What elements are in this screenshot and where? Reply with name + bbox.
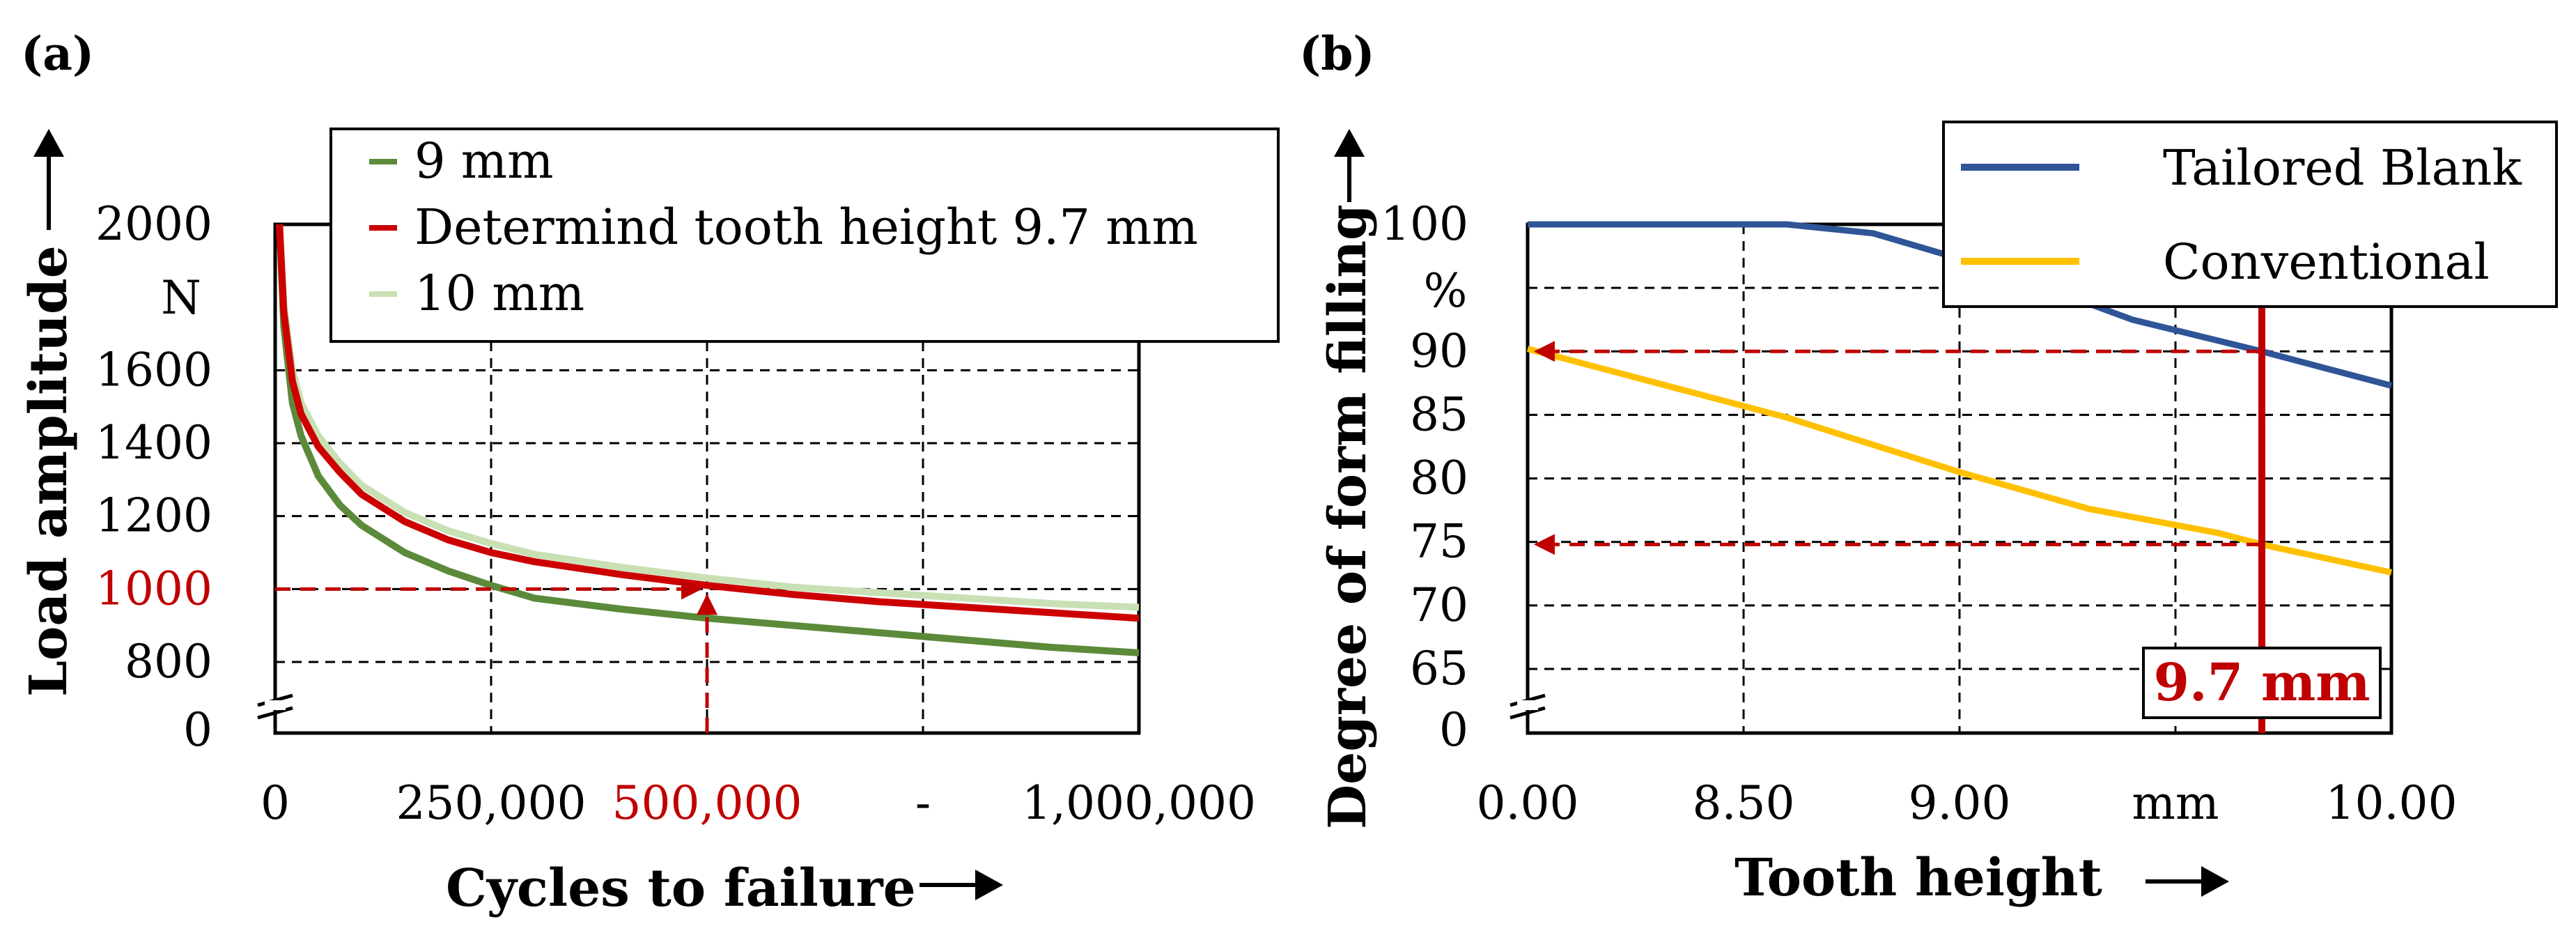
panel-a-ytick-label: 1200 — [95, 489, 212, 543]
panel-a: (a) Load amplitude N 0 800 1000 1200 1400 160… — [19, 26, 1280, 918]
panel-a-xlabel: Cycles to failure — [446, 858, 916, 918]
panel-a-xtick-label: 1,000,000 — [1022, 776, 1256, 830]
panel-a-legend: 9 mm Determind tooth height 9.7 mm 10 mm — [329, 128, 1280, 343]
panel-b-legend-label: Tailored Blank — [2163, 139, 2522, 197]
panel-a-yunit: N — [161, 271, 201, 325]
panel-a-xtick-labels: 0 250,000 500,000 - 1,000,000 — [261, 776, 1256, 830]
panel-a-series — [276, 224, 1140, 656]
panel-a-xtick-label: - — [915, 776, 931, 830]
panel-b-ytick-label: 65 — [1410, 642, 1468, 695]
panel-a-xlabel-arrow — [920, 870, 1003, 900]
panel-b-ylabel: Degree of form filling — [1318, 204, 1378, 829]
panel-a-series-line — [276, 224, 1140, 656]
panel-a-legend-label: Determind tooth height 9.7 mm — [414, 199, 1198, 256]
panel-b-xtick-label: 0.00 — [1477, 776, 1579, 830]
panel-a-ytick-label: 0 — [183, 703, 212, 757]
panel-a-annotations — [275, 578, 717, 733]
panel-a-legend-label: 10 mm — [414, 265, 584, 322]
panel-b-ytick-label: 70 — [1410, 578, 1468, 632]
panel-b-label: (b) — [1299, 26, 1375, 81]
panel-b-series-line — [1526, 346, 2392, 576]
panel-b-xtick-labels: 0.00 8.50 9.00 mm 10.00 — [1477, 776, 2458, 830]
panel-b-vline-label-box — [2142, 647, 2382, 719]
panel-a-ytick-label: 1600 — [95, 343, 212, 396]
panel-a-series-line — [276, 224, 1140, 622]
panel-b-annotations: 9.7 mm — [1534, 300, 2382, 733]
panel-b-legend: Tailored Blank Conventional — [1942, 121, 2558, 308]
panel-a-xtick-label: 0 — [261, 776, 290, 830]
panel-a-ytick-label: 1000 — [95, 562, 212, 615]
panel-b-ytick-label: 85 — [1410, 387, 1468, 441]
panel-b-xlabel: Tooth height — [1735, 848, 2102, 908]
panel-b-xtick-label: 9.00 — [1909, 776, 2011, 830]
panel-b-legend-label: Conventional — [2163, 233, 2490, 291]
panel-b-ytick-labels: 0 65 70 75 80 85 90 100 — [1381, 197, 1468, 757]
panel-b-xlabel-arrow — [2146, 866, 2229, 897]
panel-b-ytick-label: 75 — [1410, 515, 1468, 569]
panel-b-yunit: % — [1424, 264, 1468, 318]
panel-b-ytick-label: 0 — [1439, 703, 1468, 757]
panel-b-ytick-label: 100 — [1381, 197, 1468, 251]
panel-a-label: (a) — [21, 26, 94, 81]
panel-b: (b) Degree of form filling % 0 65 70 75 80 85… — [1299, 26, 2558, 908]
panel-b-xtick-label: 8.50 — [1693, 776, 1795, 830]
panel-a-ylabel-arrow — [33, 129, 64, 230]
panel-b-ylabel-arrow — [1334, 129, 1365, 202]
panel-a-ytick-labels: 0 800 1000 1200 1400 1600 2000 — [95, 197, 212, 757]
panel-a-xtick-label: 250,000 — [396, 776, 587, 830]
panel-a-ytick-label: 800 — [125, 635, 212, 688]
panel-b-ytick-label: 80 — [1410, 452, 1468, 505]
panel-a-ylabel: Load amplitude — [19, 245, 79, 697]
panel-b-axis-break — [1510, 693, 1546, 720]
panel-a-axis-break — [257, 693, 293, 720]
panel-b-vline-label: 9.7 mm — [2153, 653, 2370, 713]
panel-a-xtick-label: 500,000 — [612, 776, 802, 830]
panel-a-ytick-label: 1400 — [95, 416, 212, 470]
panel-a-ytick-label: 2000 — [95, 197, 212, 251]
panel-b-xtick-label: mm — [2132, 776, 2219, 830]
panel-b-xtick-label: 10.00 — [2326, 776, 2458, 830]
panel-b-ytick-label: 90 — [1410, 324, 1468, 378]
panel-a-legend-label: 9 mm — [414, 132, 554, 190]
